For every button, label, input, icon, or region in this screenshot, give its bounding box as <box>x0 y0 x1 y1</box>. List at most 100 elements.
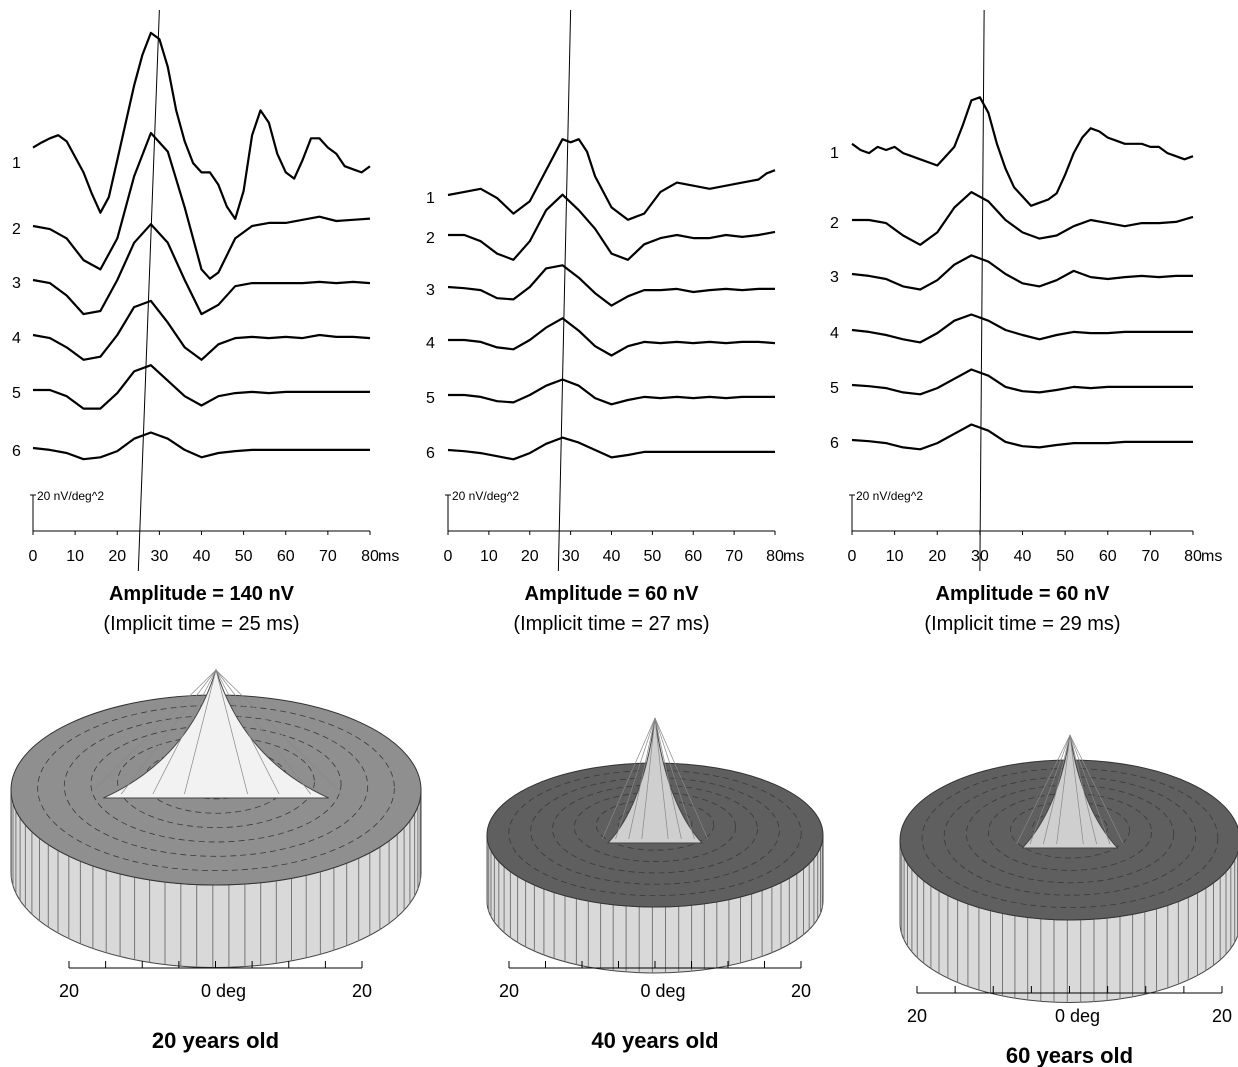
ring-label-3: 3 <box>830 269 839 286</box>
peak-facet <box>1069 734 1084 845</box>
scale-bar <box>849 494 855 531</box>
x-unit-label: ms <box>378 548 399 565</box>
x-tick-label: 20 <box>108 548 126 565</box>
ring-trace-4 <box>32 299 371 361</box>
ring-trace-2 <box>448 193 776 261</box>
mferg-panel-3: 1 2 3 4 5 6 20 nV/deg^2 0 10 20 30 40 50 60 70 80 ms Ampl… <box>830 9 1238 1067</box>
surface-wall-ridges <box>10 796 421 968</box>
x-tick-label: 0 <box>848 548 857 565</box>
response-density-surface <box>486 717 824 974</box>
surface-axis: 20 0 deg 20 <box>59 961 372 1001</box>
x-tick-label: 60 <box>684 548 702 565</box>
x-unit-label: ms <box>783 548 804 565</box>
peak-facet <box>615 717 656 840</box>
x-tick-label: 40 <box>193 548 211 565</box>
ring-label-1: 1 <box>830 145 839 162</box>
x-tick-label: 70 <box>319 548 337 565</box>
peak-facet <box>1069 734 1097 845</box>
peak-facet <box>654 717 695 840</box>
surface-axis-left: 20 <box>59 981 79 1001</box>
surface-axis-right: 20 <box>352 981 372 1001</box>
mferg-panel-1: 1 2 3 4 5 6 20 nV/deg^2 0 10 20 30 40 50 60 70 80 ms Ampl… <box>10 9 422 1053</box>
ring-label-2: 2 <box>830 215 839 232</box>
ring-trace-2 <box>852 191 1194 246</box>
ring-label-6: 6 <box>830 435 839 452</box>
surface-axis-left: 20 <box>499 981 519 1001</box>
ring-trace-3 <box>851 254 1193 291</box>
ring-label-5: 5 <box>12 385 21 402</box>
peak-facet <box>152 669 217 795</box>
amplitude-title: Amplitude = 60 nV <box>936 583 1111 605</box>
ring-label-1: 1 <box>12 155 21 172</box>
x-tick-label: 70 <box>1141 548 1159 565</box>
x-tick-label: 30 <box>971 548 989 565</box>
mferg-panel-2: 1 2 3 4 5 6 20 nV/deg^2 0 10 20 30 40 50 60 70 80 ms Ampl… <box>426 9 824 1053</box>
surface-ring <box>921 768 1219 909</box>
ring-trace-1 <box>447 138 776 221</box>
x-tick-label: 60 <box>1099 548 1117 565</box>
scale-bar <box>30 494 36 531</box>
x-tick-label: 60 <box>277 548 295 565</box>
surface-axis-right: 20 <box>791 981 811 1001</box>
amplitude-title: Amplitude = 140 nV <box>109 583 295 605</box>
surface-ring <box>552 784 758 874</box>
x-tick-label: 0 <box>29 548 38 565</box>
x-tick-label: 80 <box>766 548 784 565</box>
surface-wall-ridges <box>899 845 1238 1003</box>
ring-trace-4 <box>851 313 1193 344</box>
ring-label-1: 1 <box>426 190 435 207</box>
peak-facet <box>215 669 343 795</box>
ring-trace-6 <box>851 423 1193 451</box>
ring-trace-1 <box>32 31 371 220</box>
age-caption: 40 years old <box>591 1028 718 1053</box>
surface-axis-right: 20 <box>1212 1006 1232 1026</box>
x-tick-label: 50 <box>1056 548 1074 565</box>
x-tick-label: 20 <box>928 548 946 565</box>
surface-axis-center: 0 deg <box>640 981 685 1001</box>
implicit-time-line <box>979 9 985 572</box>
x-tick-label: 0 <box>444 548 453 565</box>
ring-trace-5 <box>33 364 370 410</box>
peak-facet <box>628 717 656 840</box>
ring-trace-3 <box>447 264 775 307</box>
scale-bar-label: 20 nV/deg^2 <box>37 489 104 503</box>
age-caption: 20 years old <box>152 1028 279 1053</box>
implicit-time-line <box>557 9 572 572</box>
peak-facet <box>654 717 709 840</box>
ring-trace-3 <box>32 223 371 316</box>
x-tick-label: 10 <box>886 548 904 565</box>
implicit-time-subtitle: (Implicit time = 27 ms) <box>513 613 709 635</box>
ring-trace-6 <box>447 436 775 461</box>
ring-trace-5 <box>448 378 775 406</box>
response-density-surface <box>10 668 422 968</box>
ring-label-3: 3 <box>426 282 435 299</box>
surface-wall-ridges <box>486 839 823 973</box>
x-tick-label: 80 <box>361 548 379 565</box>
peak-facet <box>654 717 682 840</box>
x-tick-label: 80 <box>1184 548 1202 565</box>
ring-label-2: 2 <box>426 230 435 247</box>
x-tick-label: 70 <box>725 548 743 565</box>
ring-label-4: 4 <box>426 335 435 352</box>
age-caption: 60 years old <box>1006 1043 1133 1067</box>
implicit-time-subtitle: (Implicit time = 29 ms) <box>924 613 1120 635</box>
x-tick-label: 10 <box>66 548 84 565</box>
peak-facet <box>1029 734 1071 845</box>
ring-label-5: 5 <box>426 390 435 407</box>
ring-trace-5 <box>851 368 1193 396</box>
scale-bar-label: 20 nV/deg^2 <box>452 489 519 503</box>
implicit-time-line <box>137 9 160 572</box>
ring-label-6: 6 <box>426 445 435 462</box>
x-tick-label: 50 <box>643 548 661 565</box>
peak-facet <box>1069 734 1111 845</box>
response-density-surface <box>899 734 1238 1003</box>
ring-label-5: 5 <box>830 380 839 397</box>
amplitude-title: Amplitude = 60 nV <box>525 583 700 605</box>
x-tick-label: 30 <box>150 548 168 565</box>
peak-facet <box>641 717 656 840</box>
x-tick-label: 40 <box>1014 548 1032 565</box>
peak-facet <box>654 717 669 840</box>
peak-facet <box>184 669 217 795</box>
ring-label-6: 6 <box>12 443 21 460</box>
